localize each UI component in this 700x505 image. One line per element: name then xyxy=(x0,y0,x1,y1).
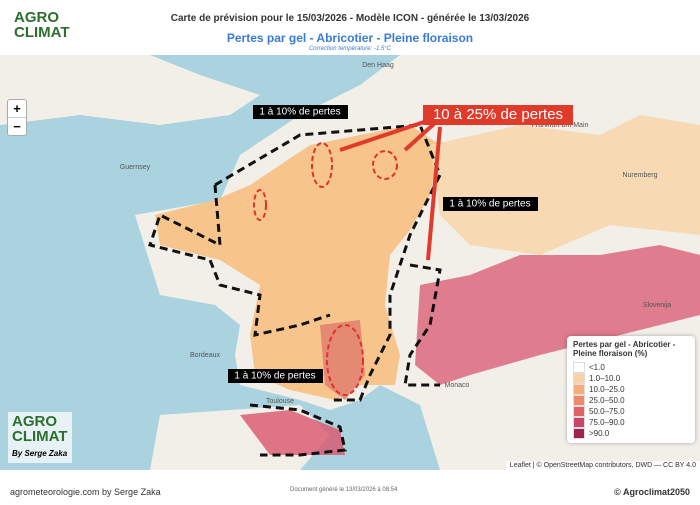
annotation-box xyxy=(253,105,348,119)
place-label: Frankfurt am Main xyxy=(532,122,589,129)
place-label: Den Haag xyxy=(362,62,394,69)
risk-area xyxy=(430,115,700,255)
logo-text: CLIMAT xyxy=(12,428,68,445)
annotation-box xyxy=(443,197,538,211)
place-label: Monaco xyxy=(445,382,470,389)
risk-area xyxy=(155,125,440,400)
legend-item: 1.0–10.0 xyxy=(573,373,695,384)
legend-label: 25.0–50.0 xyxy=(589,396,625,405)
legend-item: 25.0–50.0 xyxy=(573,395,695,406)
legend-label: 75.0–90.0 xyxy=(589,418,625,427)
logo: AGRO CLIMAT By Serge Zaka xyxy=(8,412,72,463)
annotation: 1 à 10% de pertes xyxy=(259,107,340,118)
note: Correction température: -1.5°C xyxy=(308,46,392,52)
legend: Pertes par gel - Abricotier - Pleine flo… xyxy=(567,336,695,443)
place-label: Nuremberg xyxy=(622,172,657,179)
logo-text: AGRO xyxy=(14,9,59,26)
zoom-control: + − xyxy=(7,99,27,136)
legend-item: <1.0 xyxy=(573,362,695,373)
zoom-out[interactable]: − xyxy=(8,117,26,135)
footer-right: © Agroclimat2050 xyxy=(614,487,690,497)
legend-swatch xyxy=(573,362,585,373)
outline-red xyxy=(253,142,398,396)
legend-label: 1.0–10.0 xyxy=(589,374,621,383)
legend-swatch xyxy=(573,417,585,428)
byline: By Serge Zaka xyxy=(12,449,68,458)
legend-label: >90.0 xyxy=(589,429,610,438)
land xyxy=(0,55,260,125)
legend-swatch xyxy=(573,373,585,384)
logo: AGRO CLIMAT xyxy=(14,10,70,40)
legend-swatch xyxy=(573,428,585,439)
place-label: Toulouse xyxy=(266,398,294,405)
risk-area-high xyxy=(240,410,345,455)
legend-swatch xyxy=(573,406,585,417)
title: Carte de prévision pour le 15/03/2026 - … xyxy=(170,13,530,24)
logo-text: AGRO xyxy=(12,413,57,430)
footer-left: agrometeorologie.com by Serge Zaka xyxy=(10,487,161,497)
legend-label: 10.0–25.0 xyxy=(589,385,625,394)
annotation: 1 à 10% de pertes xyxy=(449,199,530,210)
place-label: Guernsey xyxy=(120,164,151,171)
legend-title: Pertes par gel - Abricotier - Pleine flo… xyxy=(573,340,676,358)
outline xyxy=(148,123,442,457)
subtitle: Pertes par gel - Abricotier - Pleine flo… xyxy=(226,31,474,45)
legend-item: 50.0–75.0 xyxy=(573,406,695,417)
legend-label: <1.0 xyxy=(589,363,605,372)
legend-item: 10.0–25.0 xyxy=(573,384,695,395)
logo-text: CLIMAT xyxy=(14,24,70,41)
place-label: Bordeaux xyxy=(190,352,220,359)
annotation-box xyxy=(228,369,323,383)
legend-swatch xyxy=(573,395,585,406)
annotation: 10 à 25% de pertes xyxy=(433,106,563,123)
legend-item: 75.0–90.0 xyxy=(573,417,695,428)
legend-item: >90.0 xyxy=(573,428,695,439)
legend-items: <1.0 1.0–10.0 10.0–25.0 25.0–50.0 50.0–75.0 7… xyxy=(573,362,695,439)
legend-swatch xyxy=(573,384,585,395)
footer-center: Document généré le 13/03/2026 à 08:54 xyxy=(290,487,398,493)
annotation: 1 à 10% de pertes xyxy=(234,371,315,382)
zoom-in[interactable]: + xyxy=(13,101,21,116)
legend-label: 50.0–75.0 xyxy=(589,407,625,416)
risk-area-high xyxy=(415,245,700,385)
arrow xyxy=(339,118,442,261)
annotation-box xyxy=(423,105,573,125)
place-label: Slovenija xyxy=(643,302,672,309)
attribution: Leaflet | © OpenStreetMap contributors, … xyxy=(505,461,700,470)
